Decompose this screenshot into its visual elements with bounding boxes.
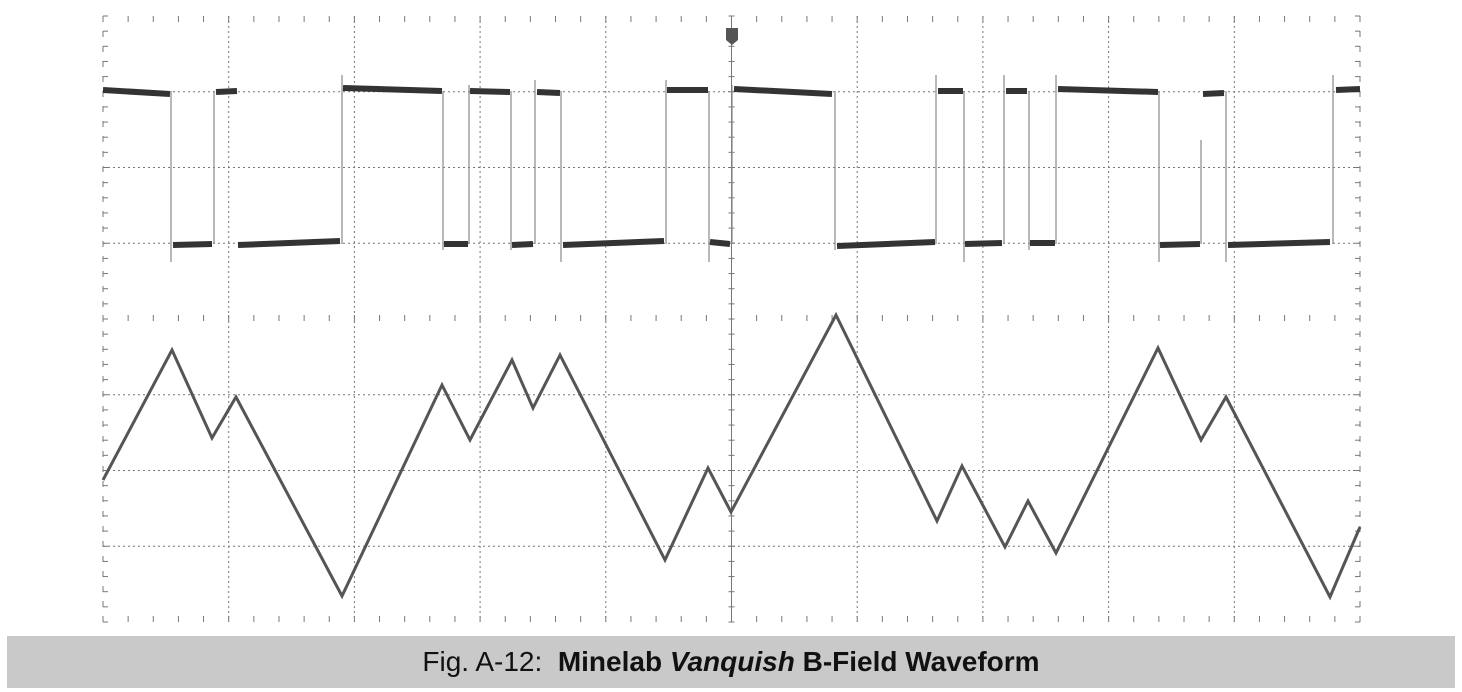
square-wave	[102, 85, 1361, 249]
figure-caption: Fig. A-12: Minelab Vanquish B-Field Wave…	[7, 636, 1455, 688]
caption-brand: Minelab	[557, 646, 663, 677]
graticule	[102, 15, 1361, 623]
caption-model: Vanquish	[669, 646, 795, 677]
trigger-marker	[726, 28, 738, 45]
caption-prefix: Fig. A-12:	[422, 646, 543, 677]
square-wave-transitions	[170, 75, 1334, 262]
oscilloscope-display	[101, 15, 1362, 623]
triangle-wave	[101, 311, 1362, 601]
caption-subject: B-Field Waveform	[802, 646, 1040, 677]
